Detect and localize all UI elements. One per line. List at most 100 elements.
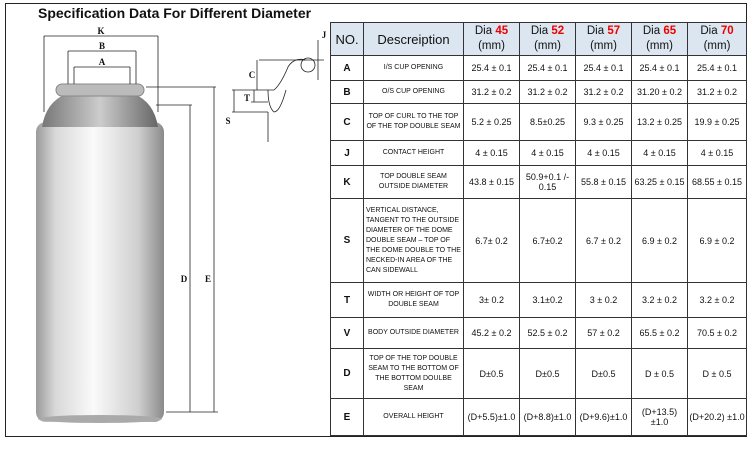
row-value: 31.2 ± 0.2 <box>687 80 747 104</box>
dim-label-j: J <box>322 30 327 40</box>
row-value: 45.2 ± 0.2 <box>463 317 520 349</box>
header-dia: Dia 65 (mm) <box>631 22 688 56</box>
row-description: O/S CUP OPENING <box>363 80 464 104</box>
row-value: 8.5±0.25 <box>519 103 576 141</box>
table-header-row: NO. Descreiption Dia 45 (mm) Dia 52 (mm) D… <box>330 22 747 56</box>
row-value: 52.5 ± 0.2 <box>519 317 576 349</box>
row-value: 25.4 ± 0.1 <box>463 55 520 81</box>
row-value: 65.5 ± 0.2 <box>631 317 688 349</box>
row-value: 6.7± 0.2 <box>463 198 520 283</box>
row-description: CONTACT HEIGHT <box>363 140 464 166</box>
row-value: (D+20.2) ±1.0 <box>687 398 747 436</box>
table-row: D TOP OF THE TOP DOUBLE SEAM TO THE BOTTO… <box>330 348 747 399</box>
spec-sheet-frame <box>5 3 747 437</box>
row-no: V <box>330 317 364 349</box>
table-row: J CONTACT HEIGHT 4 ± 0.15 4 ± 0.15 4 ± 0.15 4… <box>330 140 747 166</box>
row-value: (D+13.5) ±1.0 <box>631 398 688 436</box>
row-value: 19.9 ± 0.25 <box>687 103 747 141</box>
row-description: TOP OF THE TOP DOUBLE SEAM TO THE BOTTOM… <box>363 348 464 399</box>
table-row: T WIDTH OR HEIGHT OF TOP DOUBLE SEAM 3± 0.… <box>330 282 747 318</box>
row-value: 31.2 ± 0.2 <box>575 80 632 104</box>
row-value: 6.9 ± 0.2 <box>631 198 688 283</box>
row-value: 25.4 ± 0.1 <box>631 55 688 81</box>
row-no: D <box>330 348 364 399</box>
row-value: 57 ± 0.2 <box>575 317 632 349</box>
row-value: 13.2 ± 0.25 <box>631 103 688 141</box>
dim-label-e: E <box>205 274 211 284</box>
row-description: WIDTH OR HEIGHT OF TOP DOUBLE SEAM <box>363 282 464 318</box>
row-no: B <box>330 80 364 104</box>
row-value: 3.2 ± 0.2 <box>687 282 747 318</box>
table-row: C TOP OF CURL TO THE TOP OF THE TOP DOUBL… <box>330 103 747 141</box>
row-value: 63.25 ± 0.15 <box>631 165 688 199</box>
row-value: 4 ± 0.15 <box>575 140 632 166</box>
row-value: 4 ± 0.15 <box>631 140 688 166</box>
row-value: (D+9.6)±1.0 <box>575 398 632 436</box>
dim-label-t: T <box>244 93 250 103</box>
row-value: (D+8.8)±1.0 <box>519 398 576 436</box>
row-value: 31.2 ± 0.2 <box>519 80 576 104</box>
row-description: I/S CUP OPENING <box>363 55 464 81</box>
row-value: D±0.5 <box>463 348 520 399</box>
can-dimension-drawing: K B A C T S J D E <box>36 26 327 423</box>
dim-label-a: A <box>99 57 106 67</box>
row-no: J <box>330 140 364 166</box>
row-no: S <box>330 198 364 283</box>
table-row: A I/S CUP OPENING 25.4 ± 0.1 25.4 ± 0.1 25.4… <box>330 55 747 81</box>
row-value: D ± 0.5 <box>631 348 688 399</box>
row-value: D ± 0.5 <box>687 348 747 399</box>
dim-label-c: C <box>249 70 256 80</box>
header-description: Descreiption <box>363 22 464 56</box>
row-no: A <box>330 55 364 81</box>
row-value: 3.1±0.2 <box>519 282 576 318</box>
table-row: V BODY OUTSIDE DIAMETER 45.2 ± 0.2 52.5 ± 0… <box>330 317 747 349</box>
dim-label-k: K <box>97 26 104 36</box>
row-value: D±0.5 <box>575 348 632 399</box>
header-dia: Dia 45 (mm) <box>463 22 520 56</box>
table-row: E OVERALL HEIGHT (D+5.5)±1.0 (D+8.8)±1.0 (D+… <box>330 398 747 436</box>
row-value: 25.4 ± 0.1 <box>575 55 632 81</box>
row-value: 4 ± 0.15 <box>687 140 747 166</box>
row-no: T <box>330 282 364 318</box>
row-description: BODY OUTSIDE DIAMETER <box>363 317 464 349</box>
row-value: 6.7 ± 0.2 <box>575 198 632 283</box>
table-row: S VERTICAL DISTANCE, TANGENT TO THE OUTSI… <box>330 198 747 283</box>
page-title: Specification Data For Different Diamete… <box>38 5 312 21</box>
table-row: B O/S CUP OPENING 31.2 ± 0.2 31.2 ± 0.2 31.2… <box>330 80 747 104</box>
row-value: 4 ± 0.15 <box>463 140 520 166</box>
row-value: 43.8 ± 0.15 <box>463 165 520 199</box>
row-description: OVERALL HEIGHT <box>363 398 464 436</box>
row-no: C <box>330 103 364 141</box>
dim-label-b: B <box>99 41 105 51</box>
row-value: 55.8 ± 0.15 <box>575 165 632 199</box>
row-value: 3 ± 0.2 <box>575 282 632 318</box>
row-value: 3± 0.2 <box>463 282 520 318</box>
row-value: 6.7±0.2 <box>519 198 576 283</box>
row-value: 25.4 ± 0.1 <box>519 55 576 81</box>
dimension-lines <box>43 35 324 413</box>
row-value: 31.2 ± 0.2 <box>463 80 520 104</box>
row-value: 4 ± 0.15 <box>519 140 576 166</box>
row-value: 5.2 ± 0.25 <box>463 103 520 141</box>
can-illustration <box>36 83 164 423</box>
header-dia: Dia 70 (mm) <box>687 22 747 56</box>
row-description: TOP OF CURL TO THE TOP OF THE TOP DOUBLE… <box>363 103 464 141</box>
dim-label-s: S <box>225 116 230 126</box>
dim-label-d: D <box>181 274 188 284</box>
row-value: 9.3 ± 0.25 <box>575 103 632 141</box>
table-row: K TOP DOUBLE SEAM OUTSIDE DIAMETER 43.8 ± … <box>330 165 747 199</box>
spec-table: NO. Descreiption Dia 45 (mm) Dia 52 (mm) D… <box>330 22 747 436</box>
row-value: (D+5.5)±1.0 <box>463 398 520 436</box>
header-dia: Dia 57 (mm) <box>575 22 632 56</box>
row-value: 70.5 ± 0.2 <box>687 317 747 349</box>
header-dia: Dia 52 (mm) <box>519 22 576 56</box>
row-value: 6.9 ± 0.2 <box>687 198 747 283</box>
row-value: 31.20 ± 0.2 <box>631 80 688 104</box>
row-no: K <box>330 165 364 199</box>
row-description: TOP DOUBLE SEAM OUTSIDE DIAMETER <box>363 165 464 199</box>
row-value: 3.2 ± 0.2 <box>631 282 688 318</box>
row-no: E <box>330 398 364 436</box>
header-no: NO. <box>330 22 364 56</box>
row-value: 68.55 ± 0.15 <box>687 165 747 199</box>
row-value: 25.4 ± 0.1 <box>687 55 747 81</box>
